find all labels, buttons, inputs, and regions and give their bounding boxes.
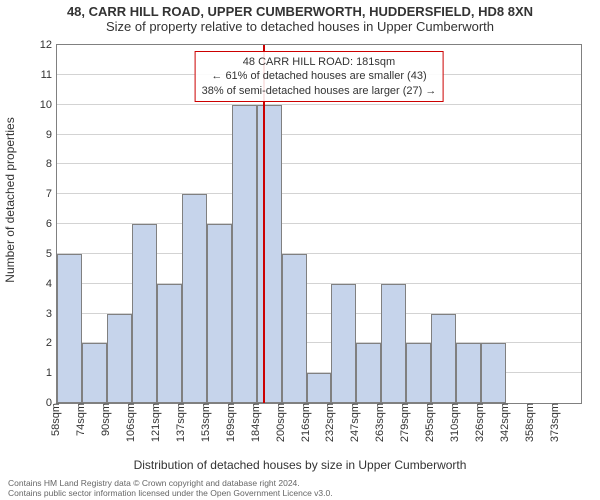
x-tick: 121sqm	[146, 403, 162, 442]
y-tick: 6	[46, 218, 57, 230]
bar	[232, 105, 257, 403]
x-tick: 153sqm	[196, 403, 212, 442]
x-tick: 184sqm	[246, 403, 262, 442]
x-tick: 295sqm	[420, 403, 436, 442]
x-tick: 247sqm	[345, 403, 361, 442]
grid-line	[57, 134, 581, 135]
y-axis-label: Number of detached properties	[3, 117, 17, 282]
y-tick: 8	[46, 158, 57, 170]
y-tick: 2	[46, 337, 57, 349]
annotation-line3: 38% of semi-detached houses are larger (…	[202, 84, 437, 98]
x-tick: 90sqm	[96, 403, 112, 436]
grid-line	[57, 104, 581, 105]
bar	[157, 284, 182, 403]
bar	[406, 343, 431, 403]
bar	[431, 314, 456, 404]
bar	[182, 194, 207, 403]
bar	[132, 224, 157, 403]
bar	[381, 284, 406, 403]
x-tick: 58sqm	[46, 403, 62, 436]
y-tick: 1	[46, 367, 57, 379]
y-tick: 11	[41, 69, 57, 81]
y-tick: 3	[46, 308, 57, 320]
bar	[257, 105, 282, 403]
bar	[307, 373, 332, 403]
bar	[207, 224, 232, 403]
x-tick: 358sqm	[520, 403, 536, 442]
y-tick: 4	[46, 278, 57, 290]
footer-line1: Contains HM Land Registry data © Crown c…	[8, 478, 333, 488]
x-tick: 263sqm	[370, 403, 386, 442]
y-tick: 9	[46, 129, 57, 141]
y-tick: 10	[40, 99, 57, 111]
grid-line	[57, 193, 581, 194]
bar	[356, 343, 381, 403]
bar	[331, 284, 356, 403]
x-axis-label: Distribution of detached houses by size …	[0, 458, 600, 472]
bar	[82, 343, 107, 403]
x-tick: 106sqm	[121, 403, 137, 442]
annotation-line1: 48 CARR HILL ROAD: 181sqm	[202, 55, 437, 69]
bar	[282, 254, 307, 403]
x-tick: 74sqm	[71, 403, 87, 436]
title-sub: Size of property relative to detached ho…	[0, 19, 600, 38]
title-main: 48, CARR HILL ROAD, UPPER CUMBERWORTH, H…	[0, 0, 600, 19]
x-tick: 169sqm	[221, 403, 237, 442]
bar	[107, 314, 132, 404]
x-tick: 232sqm	[320, 403, 336, 442]
x-tick: 373sqm	[545, 403, 561, 442]
x-tick: 216sqm	[296, 403, 312, 442]
y-tick: 5	[46, 248, 57, 260]
x-tick: 310sqm	[445, 403, 461, 442]
y-tick: 12	[40, 39, 57, 51]
chart-container: 48, CARR HILL ROAD, UPPER CUMBERWORTH, H…	[0, 0, 600, 500]
x-tick: 200sqm	[271, 403, 287, 442]
x-tick: 326sqm	[470, 403, 486, 442]
y-tick: 7	[46, 188, 57, 200]
annotation-line2: ← 61% of detached houses are smaller (43…	[202, 69, 437, 83]
x-tick: 342sqm	[495, 403, 511, 442]
x-tick: 279sqm	[395, 403, 411, 442]
x-tick: 137sqm	[171, 403, 187, 442]
bar	[481, 343, 506, 403]
footer: Contains HM Land Registry data © Crown c…	[8, 478, 333, 498]
bar	[456, 343, 481, 403]
annotation-box: 48 CARR HILL ROAD: 181sqm ← 61% of detac…	[195, 51, 444, 102]
bar	[57, 254, 82, 403]
chart-area: 012345678910111258sqm74sqm90sqm106sqm121…	[56, 44, 582, 404]
footer-line2: Contains public sector information licen…	[8, 488, 333, 498]
grid-line	[57, 163, 581, 164]
